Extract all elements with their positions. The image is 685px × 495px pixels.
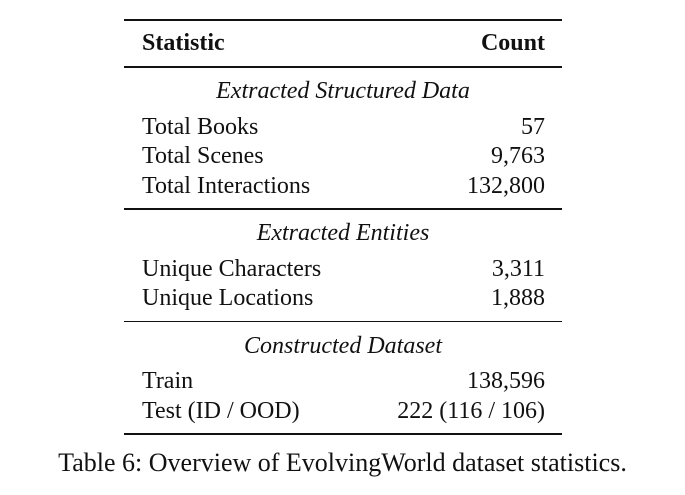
row-value: 138,596 xyxy=(467,368,545,394)
table-rule xyxy=(124,66,562,68)
row-value: 1,888 xyxy=(491,285,545,311)
row-label: Unique Locations xyxy=(142,285,314,311)
table-rule xyxy=(124,432,562,436)
table-rule xyxy=(124,18,562,22)
row-value: 9,763 xyxy=(491,143,545,169)
row-label: Total Interactions xyxy=(142,172,311,199)
row-label: Total Scenes xyxy=(142,143,264,169)
row-value: 132,800 xyxy=(467,172,545,199)
section-title: Extracted Structured Data xyxy=(216,78,470,104)
table-caption: Table 6: Overview of EvolvingWorld datas… xyxy=(58,448,627,477)
table-rule xyxy=(124,320,562,323)
header-cell: Count xyxy=(480,30,545,56)
table-rule xyxy=(124,208,562,210)
row-value: 222 (116 / 106) xyxy=(397,397,545,424)
row-value: 3,311 xyxy=(491,255,545,282)
row-label: Train xyxy=(142,368,194,394)
row-value: 57 xyxy=(521,113,545,140)
section-title: Constructed Dataset xyxy=(244,332,442,359)
row-label: Unique Characters xyxy=(142,255,322,282)
header-cell: Statistic xyxy=(142,30,225,56)
row-label: Test (ID / OOD) xyxy=(142,397,300,424)
section-title: Extracted Entities xyxy=(256,220,430,246)
row-label: Total Books xyxy=(142,113,259,140)
